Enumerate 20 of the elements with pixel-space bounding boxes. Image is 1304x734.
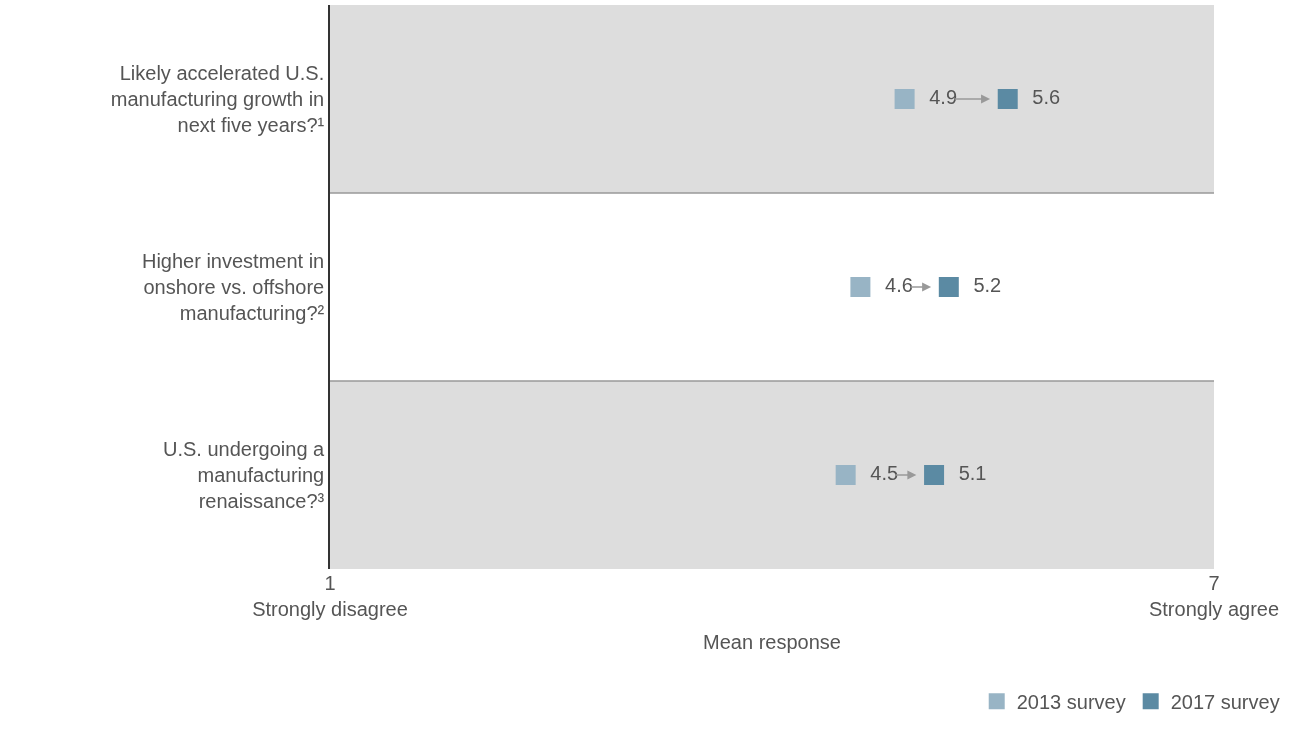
data-label: 4.6 xyxy=(873,274,913,296)
legend-label: 2013 survey xyxy=(1016,691,1126,714)
x-axis-title: Mean response xyxy=(703,630,841,653)
data-label: 4.9 xyxy=(918,86,958,108)
legend-label: 2017 survey xyxy=(1170,691,1280,714)
point xyxy=(938,277,959,297)
data-label: 4.5 xyxy=(859,462,899,484)
y-tick-label: Likely accelerated U.S. manufacturing growth in next five years?¹ xyxy=(110,62,325,136)
point xyxy=(997,89,1018,109)
point xyxy=(835,465,856,485)
x-tick-label: 7 Strongly agree xyxy=(1148,572,1280,620)
x-tick-label: 1 Strongly disagree xyxy=(252,572,408,620)
data-label: 5.2 xyxy=(962,274,1002,296)
y-tick-label: Higher investment in onshore vs. offshore manufacturing?² xyxy=(141,250,325,324)
point xyxy=(894,89,915,109)
y-tick-label: U.S. undergoing a manufacturing renaissance?³ xyxy=(163,438,326,512)
data-label: 5.6 xyxy=(1021,86,1061,108)
point xyxy=(850,277,871,297)
point xyxy=(924,465,945,485)
data-label: 5.1 xyxy=(947,462,987,484)
